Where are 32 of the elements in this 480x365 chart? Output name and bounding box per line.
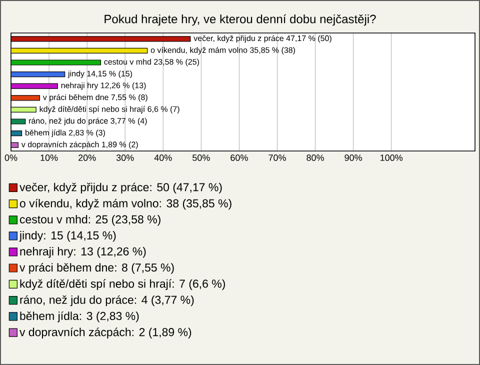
legend-label: večer, když přijdu z práce: 50 (47,17 %) <box>20 182 222 194</box>
legend-label: nehraji hry: 13 (12,26 %) <box>20 247 146 258</box>
x-tick-label: 30% <box>116 154 134 161</box>
data-label: během jídla 2,83 % (3) <box>25 130 105 138</box>
data-label: v dopravních zácpách 1,89 % (2) <box>21 141 138 149</box>
legend-label: když dítě/děti spí nebo si hrají: 7 (6,6 %) <box>20 279 225 290</box>
legend-label: během jídla: 3 (2,83 %) <box>20 311 139 322</box>
x-tick-label: 100% <box>380 154 403 161</box>
x-tick-label: 60% <box>230 154 248 161</box>
legend-label: v práci během dne: 8 (7,55 %) <box>20 263 174 274</box>
legend-label: jindy: 15 (14,15 %) <box>19 231 116 242</box>
data-label: nehraji hry 12,26 % (13) <box>61 82 146 90</box>
legend-label: cestou v mhd: 25 (23,58 %) <box>20 214 160 226</box>
data-label: jindy 14,15 % (15) <box>68 70 132 78</box>
x-tick-label: 10% <box>40 154 58 161</box>
data-label: o víkendu, když mám volno 35,85 % (38) <box>150 46 295 54</box>
data-label: večer, když přijdu z práce 47,17 % (50) <box>194 35 332 43</box>
x-tick-label: 20% <box>78 154 96 161</box>
chart-title: Pokud hrajete hry, ve kterou denní dobu nejčastěji? <box>104 14 376 26</box>
x-tick-label: 40% <box>154 154 172 161</box>
data-label: ráno, než jdu do práce 3,77 % (4) <box>29 118 147 126</box>
x-tick-label: 50% <box>192 154 210 161</box>
x-tick-label: 70% <box>268 154 286 161</box>
data-label: v práci během dne 7,55 % (8) <box>42 94 148 102</box>
data-label: cestou v mhd 23,58 % (25) <box>104 58 199 66</box>
legend-label: o víkendu, když mám volno: 38 (35,85 %) <box>20 198 232 210</box>
x-tick-label: 90% <box>344 154 362 161</box>
data-label: když dítě/děti spí nebo si hrají 6,6 % (7) <box>40 106 180 114</box>
legend-label: ráno, než jdu do práce: 4 (3,77 %) <box>20 295 194 306</box>
legend-label: v dopravních zácpách: 2 (1,89 %) <box>20 328 192 338</box>
x-tick-label: 80% <box>306 154 324 161</box>
x-tick-label: 0% <box>4 154 18 161</box>
